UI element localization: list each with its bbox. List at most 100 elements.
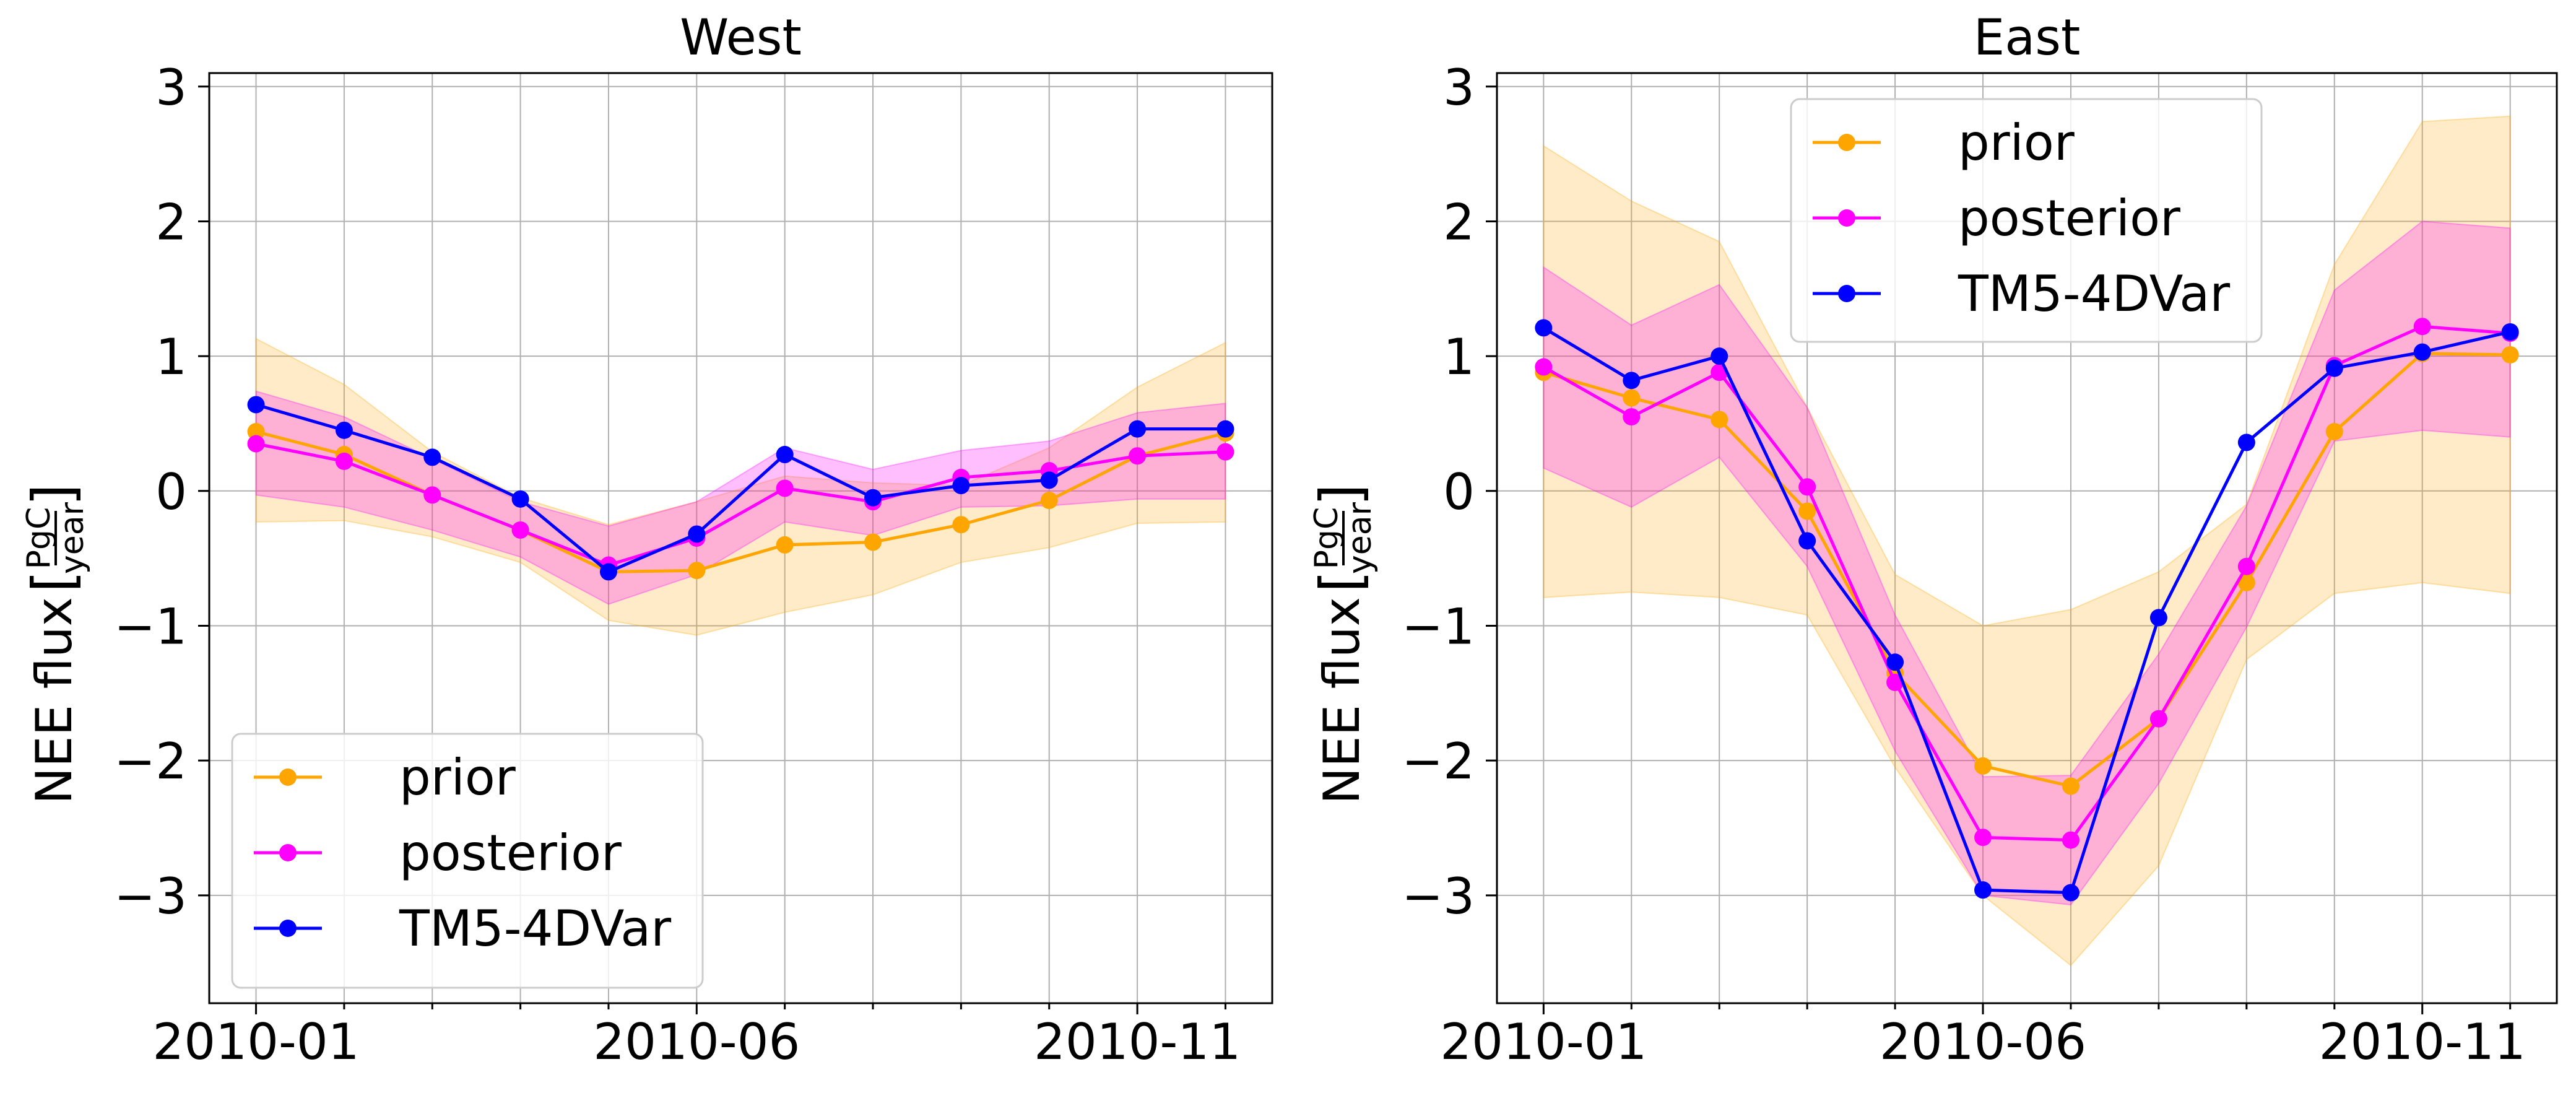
y-tick-label: 3	[1443, 59, 1475, 116]
legend-box	[231, 733, 704, 989]
posterior-point	[2237, 557, 2255, 575]
tm5-4dvar-point	[2062, 884, 2079, 902]
prior-point	[1974, 757, 1992, 775]
prior-legend-marker	[1838, 134, 1855, 151]
tm5-4dvar-point	[2413, 343, 2431, 361]
posterior-legend-marker	[279, 844, 297, 861]
y-tick-label: 1	[1443, 328, 1475, 386]
tm5-4dvar-point	[952, 477, 970, 495]
prior-point	[1711, 411, 1728, 429]
tm5-4dvar-point	[2237, 433, 2255, 451]
y-tick-label: 3	[155, 59, 187, 116]
axes-frame	[1496, 72, 2558, 1004]
prior-point	[1798, 502, 1816, 520]
x-tick-label: 2010-11	[2319, 1013, 2526, 1071]
y-tick-label: −3	[1402, 868, 1475, 925]
y-axis-label-bracket-close: ]	[1308, 484, 1374, 506]
y-tick-label: −3	[114, 868, 187, 925]
posterior-series-line	[1543, 324, 2510, 842]
posterior-uncertainty-band	[1543, 220, 2511, 906]
prior-point	[2062, 777, 2079, 795]
tm5-4dvar-point	[2325, 359, 2343, 377]
prior-uncertainty-band	[1543, 115, 2511, 967]
tm5-4dvar-point	[423, 448, 441, 466]
posterior-point	[1623, 408, 1641, 426]
y-tick-label: −2	[114, 733, 187, 790]
y-tick-label: 2	[155, 193, 187, 251]
chart-title: East	[1974, 9, 2081, 66]
posterior-point	[1974, 829, 1992, 847]
prior-series-line	[1543, 352, 2510, 788]
tm5-4dvar-point	[1623, 372, 1641, 390]
y-axis-unit-denominator: year	[54, 502, 91, 574]
tm5-4dvar-point	[1129, 420, 1147, 438]
prior-point	[688, 562, 706, 580]
tm5-4dvar-point	[776, 446, 794, 464]
tm5-4dvar-series-line	[255, 403, 1226, 574]
y-axis-label-text: NEE flux	[25, 597, 83, 804]
posterior-point	[1535, 358, 1553, 376]
tm5-4dvar-point	[247, 396, 265, 414]
prior-point	[776, 536, 794, 554]
tm5-4dvar-point	[335, 421, 353, 439]
prior-point	[247, 423, 265, 441]
west-panel: 2010-01 2010-06 2010-11 −3 −2 −1 0 1 2 3 West NEE f…	[20, 9, 1273, 1071]
posterior-point	[1216, 443, 1234, 461]
prior-point	[864, 533, 882, 551]
y-tick-label: 0	[1443, 463, 1475, 521]
chart-title: West	[680, 9, 802, 66]
posterior-point	[2413, 318, 2431, 336]
y-tick-label: −1	[1402, 598, 1475, 655]
legend: prior posterior TM5-4DVar	[1790, 98, 2263, 343]
y-tick-label: 1	[155, 328, 187, 386]
posterior-point	[335, 452, 353, 470]
x-tick-label: 2010-01	[1440, 1013, 1647, 1071]
x-tick-label: 2010-06	[593, 1013, 800, 1071]
tm5-4dvar-point	[1535, 319, 1553, 337]
tm5-4dvar-point	[864, 489, 882, 507]
prior-point	[1040, 492, 1058, 510]
tm5-4dvar-point	[1798, 532, 1816, 550]
y-axis-label-bracket-open: [	[1308, 570, 1374, 593]
posterior-legend-label: posterior	[399, 824, 622, 882]
tm5-4dvar-point	[2501, 323, 2519, 341]
y-axis-unit-denominator: year	[1342, 502, 1379, 574]
y-axis-label-text: NEE flux	[1313, 597, 1371, 804]
prior-uncertainty-band	[255, 337, 1226, 636]
posterior-point	[1129, 447, 1147, 465]
tm5-4dvar-point	[1040, 471, 1058, 489]
legend: prior posterior TM5-4DVar	[231, 733, 704, 989]
x-tick-label: 2010-06	[1880, 1013, 2086, 1071]
tm5-4dvar-point	[511, 490, 529, 508]
tm5-4dvar-series-line	[1543, 326, 2511, 895]
tm5-4dvar-point	[1216, 420, 1234, 438]
posterior-point	[1886, 673, 1904, 691]
prior-point	[2501, 346, 2519, 364]
posterior-point	[776, 479, 794, 497]
posterior-legend-marker	[1838, 209, 1855, 227]
y-axis-unit-numerator: PgC	[1308, 507, 1345, 570]
tm5-4dvar-point	[599, 563, 617, 581]
posterior-point	[2149, 710, 2167, 728]
y-tick-label: 2	[1443, 193, 1475, 251]
x-tick-label: 2010-11	[1034, 1013, 1241, 1071]
tm5-4dvar-point	[1974, 881, 1992, 899]
prior-legend-marker	[279, 769, 297, 786]
prior-point	[952, 516, 970, 534]
tm5-4dvar-legend-marker	[279, 920, 297, 937]
x-tick-label: 2010-01	[152, 1013, 359, 1071]
y-axis-unit-numerator: PgC	[20, 507, 58, 570]
y-axis-label-bracket-open: [	[20, 570, 87, 593]
prior-point	[2325, 423, 2343, 441]
y-axis-label-bracket-close: ]	[20, 484, 87, 506]
prior-point	[1623, 389, 1641, 407]
axes-frame	[208, 72, 1273, 1004]
prior-point	[2237, 573, 2255, 591]
y-tick-label: −1	[114, 598, 187, 655]
posterior-uncertainty-band	[255, 390, 1226, 605]
posterior-legend-label: posterior	[1958, 189, 2180, 247]
posterior-point	[423, 486, 441, 504]
posterior-point	[247, 435, 265, 453]
